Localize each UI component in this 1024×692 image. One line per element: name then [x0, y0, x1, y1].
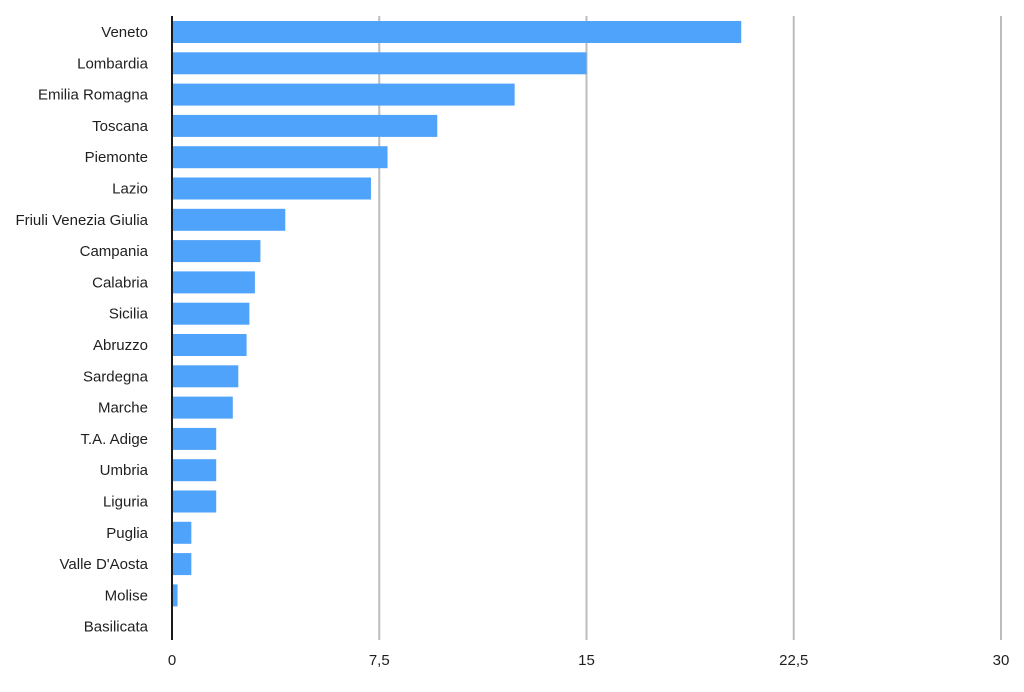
x-tick-label: 15 [578, 652, 595, 669]
bar [172, 459, 217, 482]
category-label: Veneto [101, 24, 148, 41]
bar [172, 302, 250, 325]
bar [172, 396, 233, 419]
bar [172, 21, 742, 43]
x-tick-label: 30 [993, 652, 1010, 669]
category-label: Basilicata [84, 619, 149, 636]
x-tick-label: 7,5 [369, 652, 390, 669]
x-tick-labels: 0 7,5 15 22,5 30 [168, 652, 1010, 669]
bar [172, 334, 247, 356]
bar [172, 114, 438, 137]
category-label: Marche [98, 400, 148, 417]
category-label: T.A. Adige [80, 431, 148, 448]
category-label: Friuli Venezia Giulia [15, 212, 148, 229]
bar [172, 490, 217, 513]
category-labels: Veneto Lombardia Emilia Romagna Toscana Piem… [15, 24, 148, 636]
category-label: Umbria [100, 462, 149, 479]
bar [172, 427, 217, 450]
category-label: Molise [105, 587, 148, 604]
grid-lines [378, 16, 1002, 640]
category-label: Piemonte [85, 149, 148, 166]
bars [172, 21, 742, 607]
bar [172, 146, 388, 169]
category-label: Toscana [92, 118, 149, 135]
bar [172, 240, 261, 263]
x-tick-label: 0 [168, 652, 176, 669]
x-tick-label: 22,5 [779, 652, 808, 669]
category-label: Emilia Romagna [38, 87, 149, 104]
category-label: Calabria [92, 274, 149, 291]
category-label: Puglia [106, 525, 148, 542]
category-label: Liguria [103, 494, 149, 511]
bar [172, 365, 239, 388]
bar [172, 52, 587, 75]
category-label: Valle D'Aosta [60, 556, 149, 573]
category-label: Campania [80, 243, 149, 260]
bar [172, 83, 515, 106]
bar [172, 553, 192, 576]
bar [172, 208, 286, 231]
bar [172, 521, 192, 544]
category-label: Abruzzo [93, 337, 148, 354]
category-label: Sardegna [83, 368, 149, 385]
bar [172, 271, 255, 294]
category-label: Lazio [112, 181, 148, 198]
category-label: Sicilia [109, 306, 149, 323]
bar [172, 177, 371, 200]
bar [172, 584, 178, 607]
category-label: Lombardia [77, 55, 149, 72]
